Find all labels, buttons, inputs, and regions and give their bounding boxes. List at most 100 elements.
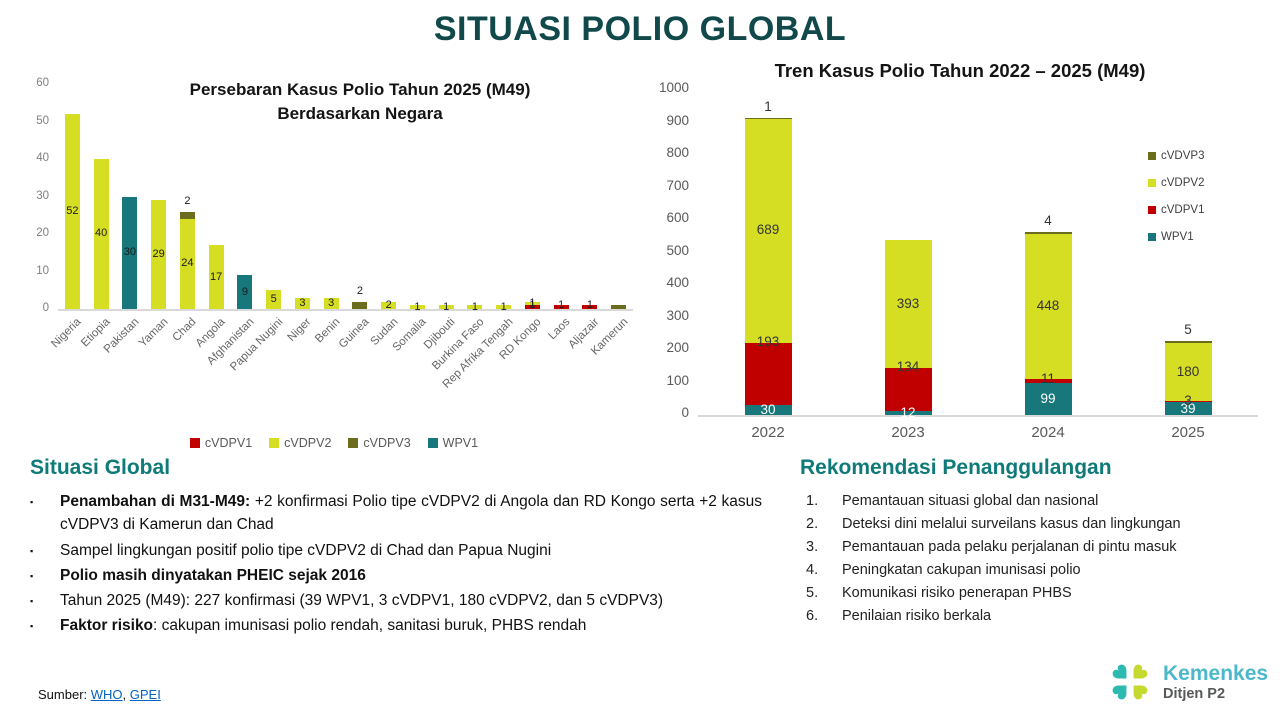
- bar-value-label: 11: [1040, 371, 1055, 387]
- y-axis-tick: 200: [666, 340, 689, 356]
- y-axis-tick: 500: [666, 242, 689, 258]
- legend-item-wpv1: WPV1: [1148, 231, 1204, 243]
- bar-segment-cvdpv2: [438, 305, 454, 309]
- bar-segment-wpv1: [884, 411, 932, 415]
- bar-value-label: 1: [558, 298, 565, 311]
- bar-segment-cvdpv2: [467, 305, 483, 309]
- section-rekomendasi: Rekomendasi Penanggulangan Pemantauan si…: [800, 456, 1270, 627]
- bar-segment-cvdpv1: [553, 305, 569, 309]
- chart-title-line1: Persebaran Kasus Polio Tahun 2025 (M49): [189, 80, 531, 99]
- bar-value-label: 180: [1176, 364, 1200, 380]
- legend-swatch-icon: [427, 438, 438, 448]
- y-axis-tick: 60: [36, 77, 49, 90]
- rekomendasi-item: Pemantauan situasi global dan nasional: [800, 490, 1270, 513]
- kemenkes-flower-icon: [1112, 664, 1148, 700]
- bar-segment-wpv1: [744, 405, 792, 415]
- bullet-text: Penambahan di M31-M49: +2 konfirmasi Pol…: [60, 490, 762, 537]
- bar-value-label: 1: [529, 298, 536, 311]
- chart-tren-kasus: Tren Kasus Polio Tahun 2022 – 2025 (M49)…: [650, 60, 1278, 460]
- legend-item-cvdvp3: cVDVP3: [1148, 150, 1204, 162]
- rekomendasi-item-text: Penilaian risiko berkala: [842, 607, 992, 624]
- bar-segment-cvdpv2: [294, 297, 310, 309]
- bar-segment-cvdpv2: [409, 305, 425, 309]
- chart-plot-area-persebaran: 0 10 20 30 40 50 60 52 Nigeria 40 Etiopia 30 Pakista…: [36, 77, 633, 391]
- bar-segment-cvdpv2: [381, 301, 397, 309]
- y-axis-tick: 1000: [658, 80, 689, 96]
- y-axis-tick: 700: [666, 177, 689, 193]
- bar-value-label: 2: [184, 195, 191, 208]
- legend-persebaran: cVDPV1 cVDPV2 cVDPV3 WPV1: [20, 436, 648, 450]
- legend-item-cvdpv2: cVDPV2: [1148, 177, 1204, 189]
- legend-tren: cVDVP3 cVDPV2 cVDPV1 WPV1: [1148, 150, 1204, 243]
- y-axis-tick: 40: [36, 152, 49, 165]
- y-axis-tick: 0: [681, 405, 689, 421]
- kemenkes-logo-text: Kemenkes Ditjen P2: [1163, 662, 1268, 701]
- bar-value-label: 30: [760, 402, 776, 418]
- bar-value-label: 5: [270, 293, 277, 306]
- link-who[interactable]: WHO: [90, 687, 123, 702]
- bar-value-label: 1: [500, 300, 507, 313]
- x-axis-label: 2024: [1031, 424, 1065, 441]
- bar-value-label: 24: [181, 257, 194, 270]
- rekomendasi-list: Pemantauan situasi global dan nasional D…: [800, 490, 1270, 627]
- bar-segment-cvdpv2: [93, 159, 109, 309]
- bullet-item: ▪ Sampel lingkungan positif polio tipe c…: [30, 539, 762, 562]
- bullet-item: ▪ Tahun 2025 (M49): 227 konfirmasi (39 W…: [30, 589, 762, 612]
- bar-segment-cvdpv3: [179, 211, 195, 219]
- kemenkes-brand: Kemenkes: [1163, 662, 1269, 686]
- bullet-bold: Faktor risiko: [60, 617, 154, 635]
- legend-label: WPV1: [1161, 231, 1194, 243]
- bullet-item: ▪ Faktor risiko: cakupan imunisasi polio…: [30, 614, 762, 637]
- kemenkes-sub: Ditjen P2: [1163, 685, 1226, 702]
- rekomendasi-item-text: Komunikasi risiko penerapan PHBS: [842, 584, 1072, 601]
- bar-value-label: 99: [1040, 390, 1056, 406]
- legend-label: cVDVP3: [1161, 150, 1205, 162]
- bar-value-label: 40: [95, 227, 108, 240]
- bar-value-label: 3: [328, 296, 335, 309]
- bar-value-label: 689: [756, 222, 780, 238]
- bar-segment-cvdpv2: [496, 305, 512, 309]
- legend-label: cVDPV3: [363, 436, 411, 450]
- bar-segment-cvdpv1: [1164, 401, 1212, 403]
- legend-item-cvdpv2: cVDPV2: [269, 436, 331, 450]
- bar-segment-cvdpv1: [744, 342, 792, 406]
- rekomendasi-item: Penilaian risiko berkala: [800, 605, 1270, 628]
- legend-swatch-icon: [348, 438, 359, 448]
- chart-title-tren: Tren Kasus Polio Tahun 2022 – 2025 (M49): [774, 60, 1146, 81]
- bar-value-label: 5: [1184, 322, 1192, 338]
- bar-segment-cvdpv2: [884, 239, 932, 368]
- bar-segment-cvdpv2: [179, 219, 195, 309]
- source-separator: ,: [122, 687, 130, 702]
- bullet-marker-icon: ▪: [30, 545, 34, 556]
- legend-item-cvdpv1: cVDPV1: [189, 436, 253, 450]
- x-axis-label: 2023: [891, 424, 925, 441]
- legend-label: cVDPV1: [204, 436, 253, 450]
- legend-label: WPV1: [442, 436, 479, 450]
- situasi-heading: Situasi Global: [30, 456, 171, 479]
- y-axis-tick: 30: [36, 189, 49, 202]
- bar-segment-wpv1: [237, 275, 253, 309]
- bar-value-label: 393: [896, 295, 920, 311]
- y-axis-tick: 0: [42, 302, 49, 315]
- bar-value-label: 9: [241, 285, 248, 298]
- bar-segment-cvdpv3: [611, 305, 627, 309]
- chart-title-persebaran: Persebaran Kasus Polio Tahun 2025 (M49) …: [125, 78, 595, 126]
- bullet-item: ▪ Penambahan di M31-M49: +2 konfirmasi P…: [30, 490, 762, 537]
- rekomendasi-item: Deteksi dini melalui surveilans kasus da…: [800, 513, 1270, 536]
- bar-segment-cvdpv2: [524, 301, 540, 306]
- x-axis-label: 2022: [751, 424, 785, 441]
- rekomendasi-item-text: Pemantauan situasi global dan nasional: [842, 493, 1099, 509]
- bar-value-label: 1: [471, 300, 478, 313]
- rekomendasi-item-text: Peningkatan cakupan imunisasi polio: [842, 561, 1081, 578]
- bar-value-label: 17: [210, 270, 223, 283]
- link-gpei[interactable]: GPEI: [129, 687, 161, 702]
- bullet-marker-icon: ▪: [30, 596, 34, 606]
- bar-segment-cvdpv1: [884, 367, 932, 412]
- bullet-text: Faktor risiko: cakupan imunisasi polio r…: [60, 614, 762, 637]
- bar-value-label: 448: [1036, 298, 1060, 314]
- bar-value-label: 29: [152, 248, 165, 261]
- chart-title-line2: Berdasarkan Negara: [277, 103, 443, 123]
- bar-value-label: 2: [385, 298, 392, 311]
- legend-label: cVDPV2: [284, 436, 332, 450]
- rekomendasi-item-text: Pemantauan pada pelaku perjalanan di pin…: [842, 538, 1177, 555]
